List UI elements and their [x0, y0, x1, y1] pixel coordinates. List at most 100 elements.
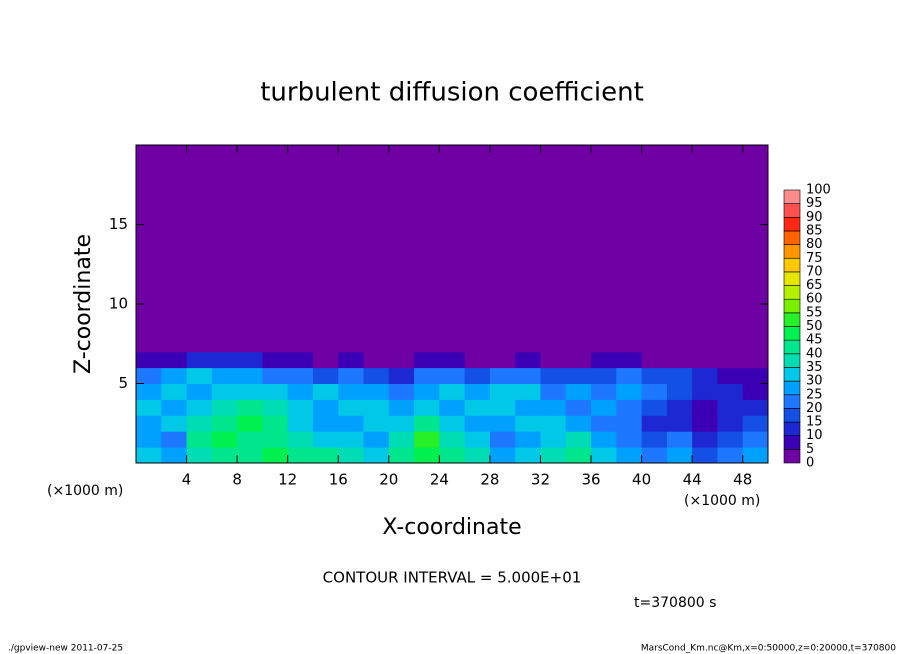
field-cell — [211, 192, 238, 210]
field-cell — [211, 160, 238, 178]
colorbar-box — [783, 230, 801, 245]
field-cell — [262, 447, 289, 464]
field-cell — [287, 319, 314, 337]
field-cell — [312, 256, 339, 273]
field-cell — [692, 335, 718, 353]
field-cell — [414, 208, 440, 225]
field-cell — [464, 431, 491, 448]
field-cell — [439, 335, 466, 353]
field-cell — [136, 399, 162, 416]
field-cell — [237, 240, 263, 257]
colorbar-label: 30 — [806, 374, 823, 389]
field-cell — [666, 272, 693, 289]
field-cell — [439, 288, 466, 305]
field-cell — [540, 272, 567, 289]
colorbar-box — [783, 312, 801, 327]
field-cell — [287, 272, 314, 289]
field-cell — [136, 145, 162, 162]
field-cell — [591, 160, 617, 178]
x-axis-label: X-coordinate — [382, 515, 521, 540]
field-cell — [439, 447, 466, 464]
field-cell — [717, 399, 744, 416]
field-cell — [136, 256, 162, 273]
field-cell — [439, 431, 466, 448]
colorbar-label: 95 — [806, 196, 823, 211]
field-cell — [338, 192, 365, 210]
field-cell — [161, 145, 188, 162]
field-cell — [312, 351, 339, 369]
field-cell — [136, 319, 162, 337]
field-cell — [237, 415, 263, 432]
field-cell — [439, 192, 466, 210]
field-cell — [540, 176, 567, 194]
field-cell — [666, 224, 693, 241]
field-cell — [262, 224, 289, 241]
field-cell — [211, 256, 238, 273]
field-cell — [540, 399, 567, 416]
field-cell — [515, 415, 541, 432]
field-cell — [414, 431, 440, 448]
field-cell — [262, 399, 289, 416]
field-cell — [692, 447, 718, 464]
field-cell — [211, 145, 238, 162]
field-cell — [237, 288, 263, 305]
field-cell — [540, 256, 567, 273]
field-cell — [616, 304, 643, 321]
field-cell — [186, 304, 213, 321]
time-label: t=370800 s — [634, 595, 716, 611]
field-cell — [287, 192, 314, 210]
field-cell — [237, 256, 263, 273]
field-cell — [237, 272, 263, 289]
field-cell — [591, 367, 617, 384]
field-cell — [742, 272, 769, 289]
field-cell — [641, 272, 668, 289]
x-tick-label: 48 — [733, 471, 752, 489]
field-cell — [237, 145, 263, 162]
colorbar-label: 45 — [806, 333, 823, 348]
field-cell — [388, 256, 415, 273]
field-cell — [464, 447, 491, 464]
field-cell — [186, 145, 213, 162]
field-cell — [565, 208, 592, 225]
colorbar-box — [783, 353, 801, 368]
field-cell — [338, 415, 365, 432]
footer-left: ./gpview-new 2011-07-25 — [8, 644, 123, 654]
colorbar-box — [783, 244, 801, 259]
colorbar-label: 85 — [806, 223, 823, 238]
field-cell — [388, 288, 415, 305]
field-cell — [540, 288, 567, 305]
field-cell — [211, 351, 238, 369]
field-cell — [666, 192, 693, 210]
field-cell — [666, 176, 693, 194]
field-cell — [312, 431, 339, 448]
field-cell — [237, 319, 263, 337]
field-cell — [540, 304, 567, 321]
field-cell — [186, 256, 213, 273]
field-cell — [287, 256, 314, 273]
field-cell — [439, 351, 466, 369]
field-cell — [312, 319, 339, 337]
field-cell — [186, 431, 213, 448]
field-cell — [262, 256, 289, 273]
field-cell — [717, 288, 744, 305]
field-cell — [489, 399, 516, 416]
field-cell — [136, 383, 162, 400]
field-cell — [591, 176, 617, 194]
field-cell — [565, 192, 592, 210]
field-cell — [717, 351, 744, 369]
field-cell — [338, 224, 365, 241]
field-cell — [237, 304, 263, 321]
field-cell — [262, 415, 289, 432]
field-cell — [616, 367, 643, 384]
field-cell — [414, 335, 440, 353]
field-cell — [489, 415, 516, 432]
field-cell — [363, 208, 390, 225]
field-cell — [161, 335, 188, 353]
field-cell — [666, 256, 693, 273]
field-cell — [717, 319, 744, 337]
field-cell — [161, 272, 188, 289]
field-cell — [439, 176, 466, 194]
field-cell — [616, 447, 643, 464]
field-cell — [414, 288, 440, 305]
field-cell — [338, 272, 365, 289]
